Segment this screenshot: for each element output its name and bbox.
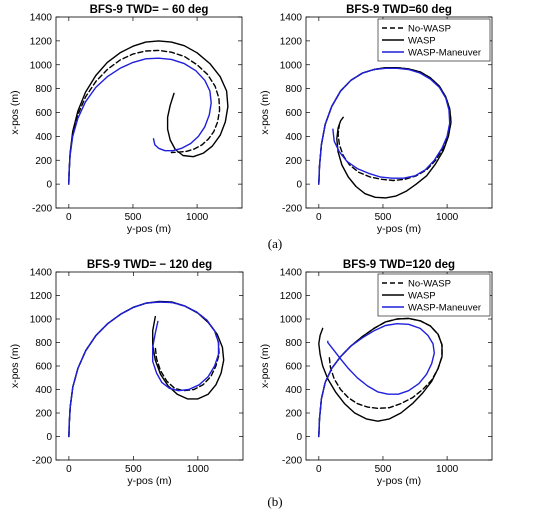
series-line-wasp-maneuver <box>318 323 435 438</box>
axes-frame <box>55 16 243 209</box>
y-tick-label: -200 <box>282 456 302 467</box>
series-line-wasp-maneuver <box>68 57 212 185</box>
chart-top-left: BFS-9 TWD= − 60 deg -200 0 200 400 600 800 1000… <box>9 4 243 235</box>
x-tick-label: 0 <box>316 464 322 475</box>
series-line-wasp-maneuver <box>68 301 220 438</box>
x-axis-label: y-pos (m) <box>377 223 421 235</box>
y-tick-label: 0 <box>296 180 302 191</box>
y-axis-label: x-pos (m) <box>9 90 21 134</box>
y-tick-label: 800 <box>285 84 302 95</box>
y-tick-label: -200 <box>32 456 52 467</box>
y-tick-label: 200 <box>285 156 302 167</box>
y-tick-label: 200 <box>35 409 52 420</box>
y-tick-label: 200 <box>285 409 302 420</box>
y-tick-label: 0 <box>46 180 52 191</box>
y-tick-label: 1400 <box>30 13 53 24</box>
series-line-wasp <box>68 300 225 438</box>
x-tick-label: 1000 <box>186 212 209 223</box>
x-axis-label: y-pos (m) <box>127 475 171 487</box>
y-tick-label: 600 <box>285 362 302 373</box>
y-tick-label: 400 <box>35 132 52 143</box>
y-tick-label: 400 <box>285 132 302 143</box>
chart-title: BFS-9 TWD=60 deg <box>346 4 452 16</box>
x-tick-label: 500 <box>375 212 392 223</box>
x-tick-label: 500 <box>125 212 142 223</box>
x-tick-label: 0 <box>66 464 72 475</box>
y-tick-label: 1200 <box>280 291 303 302</box>
y-tick-label: 1200 <box>280 36 303 47</box>
y-tick-label: 600 <box>35 108 52 119</box>
y-tick-label: 1400 <box>280 268 303 279</box>
y-tick-label: 0 <box>296 432 302 443</box>
y-tick-label: 600 <box>285 108 302 119</box>
chart-bottom-right: BFS-9 TWD=120 deg -200 0 200 400 600 800 1000 12… <box>259 259 493 487</box>
x-axis-label: y-pos (m) <box>377 475 421 487</box>
y-tick-label: 1000 <box>280 60 303 71</box>
y-tick-label: 1400 <box>280 13 303 24</box>
y-tick-label: 1200 <box>30 291 53 302</box>
y-tick-label: 800 <box>285 338 302 349</box>
y-tick-label: 0 <box>46 432 52 443</box>
y-tick-label: 600 <box>35 362 52 373</box>
chart-title: BFS-9 TWD=120 deg <box>343 259 455 271</box>
chart-top-right: BFS-9 TWD=60 deg -200 0 200 400 600 800 1000 120… <box>259 4 493 235</box>
x-tick-label: 1000 <box>436 464 459 475</box>
legend-entry: WASP-Maneuver <box>408 48 481 59</box>
panel-label-b: (b) <box>267 494 282 509</box>
y-axis-label: x-pos (m) <box>9 344 21 388</box>
chart-title: BFS-9 TWD= − 60 deg <box>90 4 209 16</box>
panel-label-a: (a) <box>268 236 282 251</box>
y-tick-label: 400 <box>35 385 52 396</box>
y-tick-label: 800 <box>35 338 52 349</box>
chart-bottom-left: BFS-9 TWD= − 120 deg -200 0 200 400 600 800 100… <box>9 259 244 487</box>
legend-entry: WASP <box>408 36 436 47</box>
legend-entry: WASP-Maneuver <box>408 303 481 314</box>
series-line-wasp-maneuver <box>318 67 451 185</box>
y-tick-label: -200 <box>32 204 52 215</box>
legend-entry: No-WASP <box>408 279 451 290</box>
series-line-no-wasp <box>68 49 221 185</box>
y-axis-label: x-pos (m) <box>259 344 271 388</box>
y-tick-label: 1400 <box>30 268 53 279</box>
x-tick-label: 0 <box>66 212 72 223</box>
x-tick-label: 500 <box>125 464 142 475</box>
legend-entry: WASP <box>408 291 436 302</box>
x-tick-label: 0 <box>316 212 322 223</box>
y-tick-label: 400 <box>285 385 302 396</box>
y-tick-label: 1200 <box>30 36 53 47</box>
legend-entry: No-WASP <box>408 24 451 35</box>
y-tick-label: 1000 <box>280 315 303 326</box>
y-tick-label: 200 <box>35 156 52 167</box>
series-line-wasp <box>68 40 229 185</box>
y-tick-label: 1000 <box>30 315 53 326</box>
y-tick-label: -200 <box>282 204 302 215</box>
series-line-no-wasp <box>68 301 220 438</box>
x-tick-label: 1000 <box>187 464 210 475</box>
x-axis-label: y-pos (m) <box>127 223 171 235</box>
x-tick-label: 1000 <box>436 212 459 223</box>
x-tick-label: 500 <box>375 464 392 475</box>
chart-title: BFS-9 TWD= − 120 deg <box>87 259 212 271</box>
y-tick-label: 800 <box>35 84 52 95</box>
y-tick-label: 1000 <box>30 60 53 71</box>
y-axis-label: x-pos (m) <box>259 90 271 134</box>
